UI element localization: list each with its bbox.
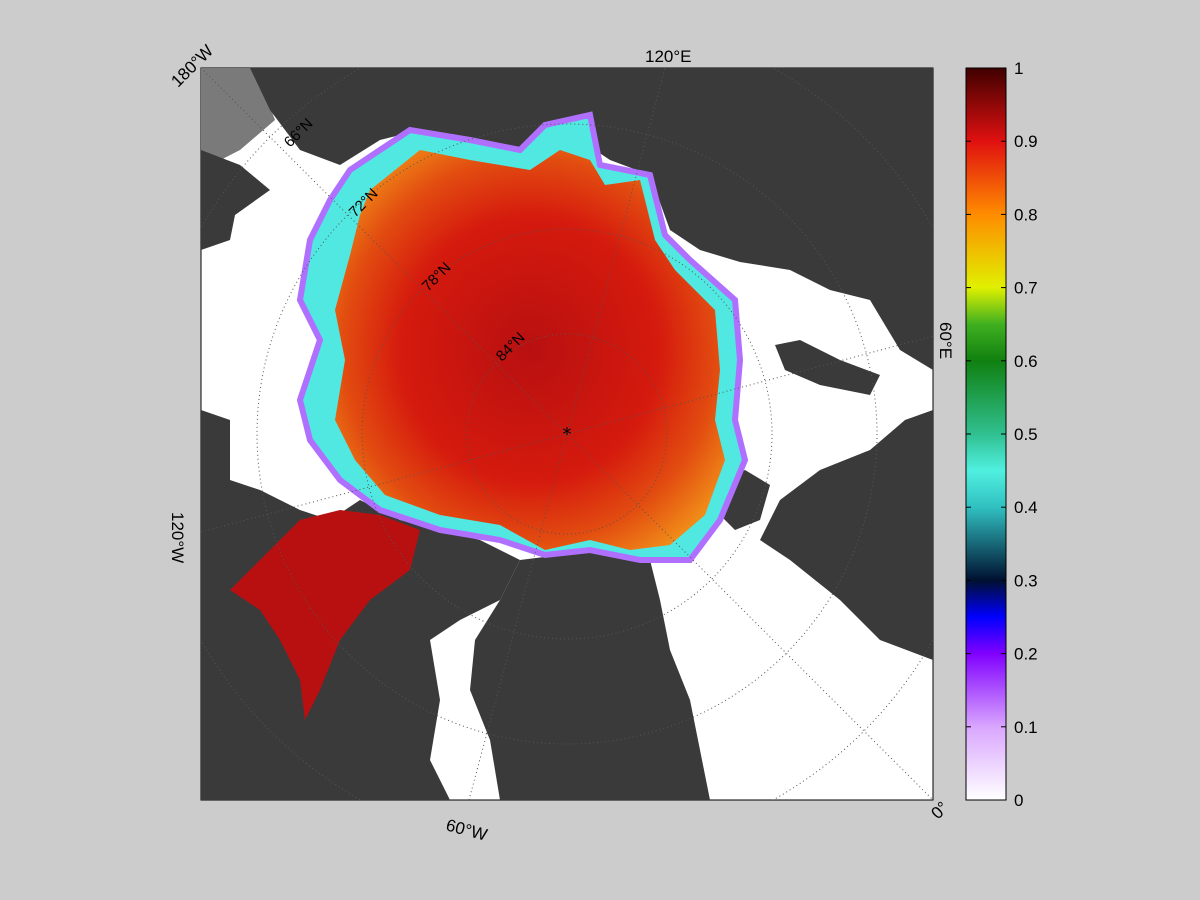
colorbar-tick-label: 0.5 (1014, 425, 1038, 444)
lon-label-60e: 60°E (936, 322, 955, 359)
colorbar-tick-label: 0.3 (1014, 571, 1038, 590)
colorbar-tick-label: 0.6 (1014, 352, 1038, 371)
colorbar-tick-label: 0.2 (1014, 645, 1038, 664)
colorbar-gradient (965, 67, 1007, 801)
meridian-180-0 (201, 68, 933, 800)
land-alaska (201, 150, 270, 250)
colorbar-ticks: 0 0.1 0.2 0.3 0.4 0.5 0.6 0.7 0.8 0.9 1 (966, 59, 1038, 810)
colorbar: 0 0.1 0.2 0.3 0.4 0.5 0.6 0.7 0.8 0.9 1 (965, 59, 1038, 810)
map-axes: * 66°N 72°N 78°N 84°N 180°W 120°E 60°E 1… (167, 41, 955, 845)
colorbar-tick-label: 0 (1014, 791, 1023, 810)
lon-label-120w: 120°W (168, 512, 187, 563)
north-pole-marker: * (563, 424, 572, 445)
colorbar-tick-label: 0.1 (1014, 718, 1038, 737)
graticule (201, 68, 933, 800)
lon-label-120e: 120°E (645, 47, 692, 66)
lat-circle-72n (256, 123, 878, 745)
lat-circle-78n (361, 228, 773, 640)
lon-label-0: 0° (927, 798, 952, 823)
land-novaya-zemlya (775, 340, 880, 395)
colorbar-tick-label: 0.7 (1014, 279, 1038, 298)
colorbar-tick-label: 0.4 (1014, 498, 1038, 517)
ice-archipelago (230, 510, 420, 720)
land-europe (760, 410, 933, 660)
land-outside-region (201, 68, 275, 170)
lon-label-60w: 60°W (444, 816, 489, 845)
lat-circle-84n (466, 333, 668, 535)
colorbar-tick-label: 1 (1014, 59, 1023, 78)
ice-pack (335, 150, 725, 550)
land-greenland (470, 550, 710, 800)
land-eurasia (250, 68, 933, 370)
colorbar-tick-label: 0.8 (1014, 205, 1038, 224)
colorbar-tick-label: 0.9 (1014, 132, 1038, 151)
